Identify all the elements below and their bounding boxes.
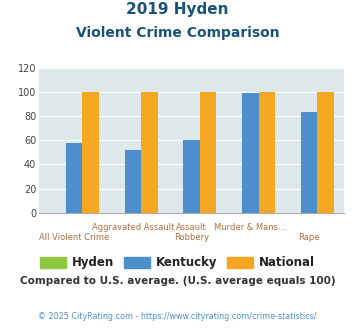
Bar xyxy=(317,92,334,213)
Text: Murder & Mans...: Murder & Mans... xyxy=(214,223,286,232)
Bar xyxy=(259,92,275,213)
Bar xyxy=(242,93,259,213)
Text: Assault: Assault xyxy=(176,223,207,232)
Bar xyxy=(66,143,82,213)
Text: All Violent Crime: All Violent Crime xyxy=(39,233,109,242)
Bar xyxy=(141,92,158,213)
Text: Rape: Rape xyxy=(298,233,320,242)
Bar xyxy=(184,140,200,213)
Text: 2019 Hyden: 2019 Hyden xyxy=(126,2,229,16)
Text: Compared to U.S. average. (U.S. average equals 100): Compared to U.S. average. (U.S. average … xyxy=(20,276,335,285)
Bar xyxy=(82,92,99,213)
Bar xyxy=(301,113,317,213)
Text: Violent Crime Comparison: Violent Crime Comparison xyxy=(76,26,279,40)
Text: © 2025 CityRating.com - https://www.cityrating.com/crime-statistics/: © 2025 CityRating.com - https://www.city… xyxy=(38,312,317,321)
Bar xyxy=(125,150,141,213)
Text: Robbery: Robbery xyxy=(174,233,209,242)
Bar xyxy=(200,92,216,213)
Text: Aggravated Assault: Aggravated Assault xyxy=(92,223,174,232)
Legend: Hyden, Kentucky, National: Hyden, Kentucky, National xyxy=(36,252,320,274)
